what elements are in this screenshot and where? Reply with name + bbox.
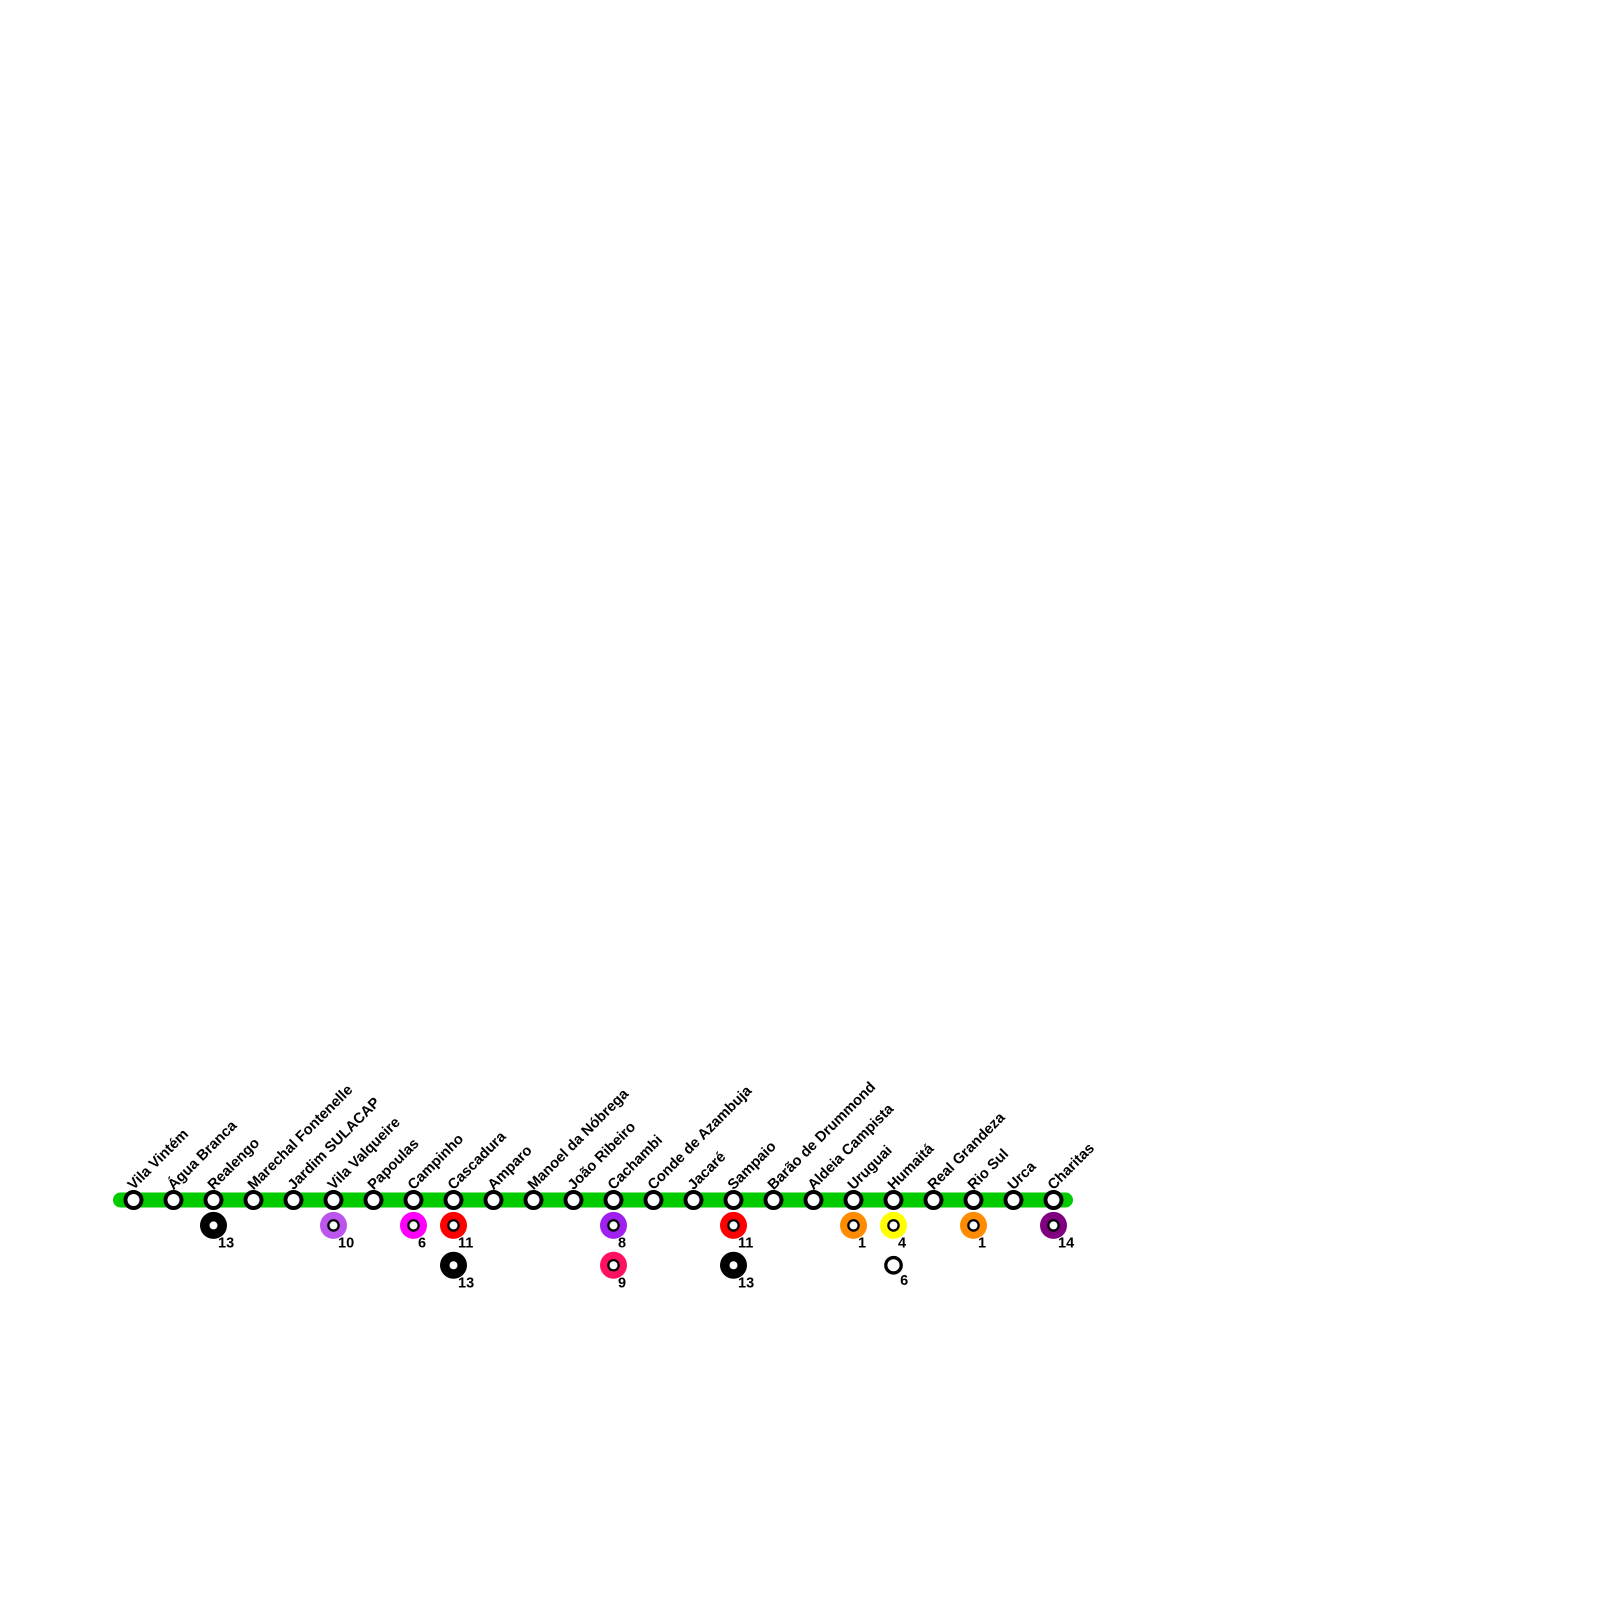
svg-text:1: 1 [978,1235,986,1251]
svg-text:9: 9 [618,1275,626,1291]
svg-text:10: 10 [338,1235,354,1251]
svg-text:6: 6 [900,1273,908,1289]
svg-text:13: 13 [458,1275,474,1291]
svg-text:11: 11 [738,1235,753,1251]
svg-text:13: 13 [218,1235,234,1251]
svg-text:13: 13 [738,1275,754,1291]
svg-text:4: 4 [898,1235,906,1251]
svg-text:1: 1 [858,1235,866,1251]
svg-text:6: 6 [418,1235,426,1251]
svg-text:8: 8 [618,1235,626,1251]
svg-text:11: 11 [458,1235,473,1251]
svg-text:14: 14 [1058,1235,1074,1251]
